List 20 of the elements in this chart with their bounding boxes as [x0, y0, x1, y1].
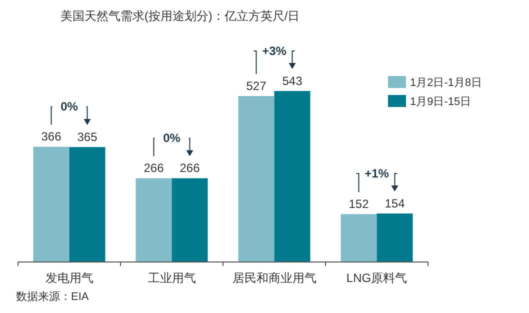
annotation: 0% — [60, 100, 78, 114]
data-label: 266 — [144, 161, 164, 176]
annotation: +1% — [364, 166, 390, 181]
data-label: 527 — [246, 79, 267, 94]
data-label: 154 — [384, 196, 406, 211]
data-label: 543 — [282, 74, 303, 88]
chart-title: 美国天然气需求(按用途划分)：亿立方英尺/日 — [60, 9, 300, 23]
x-tick-label: 发电用气 — [45, 271, 94, 285]
source-note: 数据来源：EIA — [16, 290, 90, 303]
data-label: 365 — [77, 130, 98, 144]
annotation: +3% — [262, 44, 287, 58]
legend-label: 1月9日-15日 — [410, 96, 472, 108]
legend-label: 1月2日-1月8日 — [410, 77, 482, 89]
x-tick-label: LNG原料气 — [346, 271, 408, 285]
data-label: 366 — [41, 130, 62, 144]
x-tick-label: 居民和商业用气 — [232, 271, 316, 285]
data-label: 152 — [348, 197, 370, 212]
x-tick-label: 工业用气 — [148, 271, 196, 285]
annotation: 0% — [163, 131, 181, 146]
data-label: 266 — [180, 161, 200, 176]
